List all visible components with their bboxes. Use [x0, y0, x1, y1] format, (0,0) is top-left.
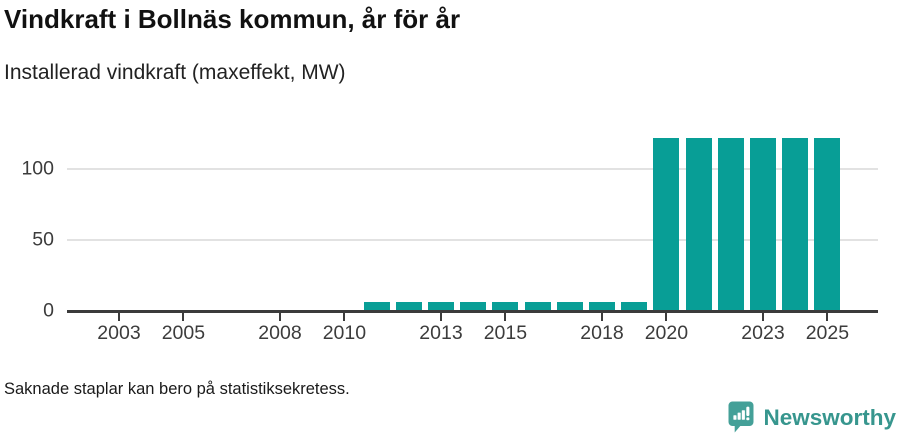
newsworthy-logo[interactable]: Newsworthy	[728, 401, 896, 434]
bar-2022	[717, 137, 744, 311]
y-axis-tick-label: 50	[32, 228, 54, 251]
x-axis-tick	[440, 313, 442, 321]
x-axis-tick	[601, 313, 603, 321]
y-axis-tick-label: 100	[21, 157, 54, 180]
y-gridline-100	[67, 167, 878, 170]
x-axis-tick	[826, 313, 829, 321]
bar-2023	[750, 137, 776, 311]
bar-2020	[653, 137, 680, 311]
x-axis-tick	[182, 313, 185, 321]
bar-2025	[814, 137, 841, 311]
bar-2016	[524, 302, 551, 311]
newsworthy-logo-text: Newsworthy	[763, 404, 896, 430]
x-axis-tick	[343, 313, 346, 321]
bar-2024	[782, 137, 809, 311]
bar-2012	[395, 302, 422, 311]
x-axis-tick-label: 2008	[258, 322, 302, 344]
x-axis-tick-label: 2015	[483, 322, 528, 344]
x-axis-tick-label: 2018	[580, 322, 624, 344]
x-axis-tick	[665, 313, 668, 321]
chart-subtitle: Installerad vindkraft (maxeffekt, MW)	[4, 61, 346, 84]
x-axis-tick-label: 2003	[97, 322, 141, 344]
x-axis-tick-label: 2005	[161, 322, 206, 344]
x-axis-tick-label: 2023	[741, 322, 785, 344]
x-axis-tick	[118, 313, 120, 321]
x-axis-tick-label: 2010	[322, 322, 367, 344]
y-axis-tick-label: 0	[43, 299, 54, 322]
x-axis-line	[67, 310, 878, 313]
x-axis-tick	[279, 313, 281, 321]
chart-title: Vindkraft i Bollnäs kommun, år för år	[4, 4, 461, 34]
x-axis-tick-label: 2020	[644, 322, 689, 344]
bar-2013	[428, 302, 454, 311]
bar-2017	[556, 302, 583, 311]
bar-2011	[363, 302, 390, 311]
x-axis-tick	[504, 313, 507, 321]
y-gridline-50	[67, 238, 878, 241]
x-axis-tick	[762, 313, 764, 321]
bar-2021	[685, 137, 712, 311]
bar-2015	[492, 302, 519, 311]
x-axis-tick-label: 2025	[805, 322, 850, 344]
bar-2018	[589, 302, 615, 311]
chart-footnote: Saknade staplar kan bero på statistiksek…	[4, 380, 350, 398]
bar-2019	[621, 302, 648, 311]
newsworthy-logo-icon	[728, 401, 754, 433]
x-axis-tick-label: 2013	[419, 322, 463, 344]
bar-2014	[460, 302, 487, 311]
